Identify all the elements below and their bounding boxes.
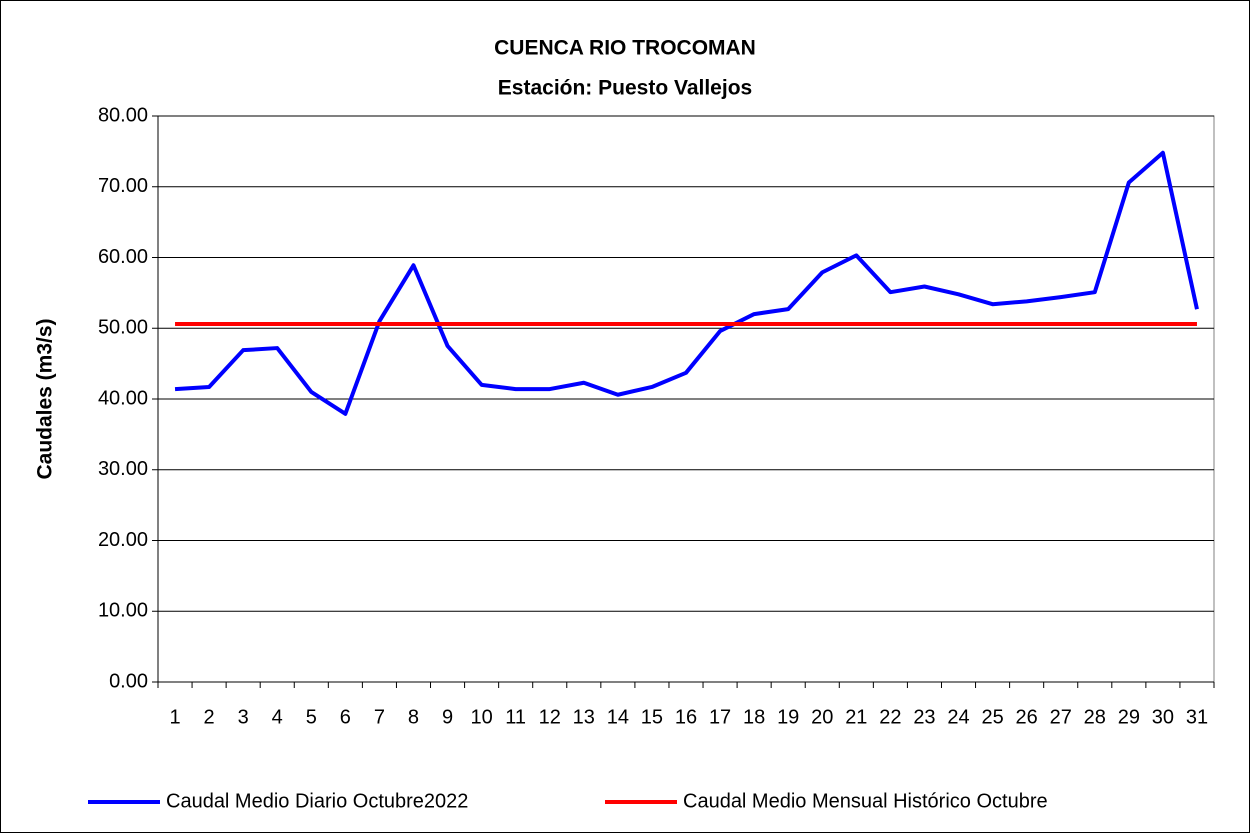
x-tick-label: 5 [306, 706, 317, 728]
chart-subtitle: Estación: Puesto Vallejos [498, 77, 752, 100]
y-tick-label: 50.00 [98, 317, 148, 339]
x-tick-label: 29 [1118, 706, 1140, 728]
x-tick-label: 12 [539, 706, 561, 728]
x-tick-label: 25 [981, 706, 1003, 728]
x-tick-label: 13 [573, 706, 595, 728]
x-tick-label: 6 [340, 706, 351, 728]
x-tick-label: 23 [913, 706, 935, 728]
x-tick-label: 14 [607, 706, 629, 728]
x-tick-label: 21 [845, 706, 867, 728]
x-tick-label: 24 [947, 706, 969, 728]
y-tick-label: 80.00 [98, 104, 148, 126]
legend-label: Caudal Medio Mensual Histórico Octubre [683, 790, 1048, 812]
x-tick-label: 19 [777, 706, 799, 728]
x-tick-label: 27 [1050, 706, 1072, 728]
y-tick-label: 30.00 [98, 458, 148, 480]
y-axis-title: Caudales (m3/s) [34, 318, 57, 479]
y-tick-label: 60.00 [98, 246, 148, 268]
y-tick-label: 20.00 [98, 529, 148, 551]
x-tick-label: 1 [169, 706, 180, 728]
y-tick-label: 10.00 [98, 600, 148, 622]
x-tick-label: 4 [272, 706, 283, 728]
x-tick-label: 17 [709, 706, 731, 728]
x-tick-label: 9 [442, 706, 453, 728]
legend-label: Caudal Medio Diario Octubre2022 [166, 790, 468, 812]
x-tick-label: 31 [1186, 706, 1208, 728]
x-tick-label: 7 [374, 706, 385, 728]
y-tick-label: 70.00 [98, 175, 148, 197]
x-tick-label: 26 [1016, 706, 1038, 728]
x-tick-label: 18 [743, 706, 765, 728]
x-tick-label: 15 [641, 706, 663, 728]
x-tick-label: 2 [204, 706, 215, 728]
x-tick-label: 16 [675, 706, 697, 728]
x-tick-label: 10 [470, 706, 492, 728]
x-tick-label: 3 [238, 706, 249, 728]
x-tick-label: 30 [1152, 706, 1174, 728]
series-line [174, 150, 1199, 416]
x-tick-label: 11 [505, 706, 526, 728]
y-tick-label: 0.00 [109, 670, 148, 692]
x-tick-label: 20 [811, 706, 833, 728]
chart-title: CUENCA RIO TROCOMAN [494, 37, 756, 60]
x-tick-label: 22 [879, 706, 901, 728]
y-tick-label: 40.00 [98, 387, 148, 409]
x-tick-label: 28 [1084, 706, 1106, 728]
x-tick-label: 8 [408, 706, 419, 728]
